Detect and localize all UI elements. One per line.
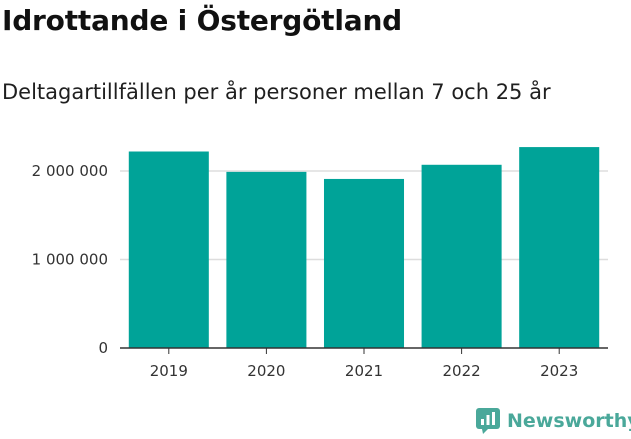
newsworthy-brand: Newsworthy	[476, 408, 631, 434]
chart-title: Idrottande i Östergötland	[2, 4, 403, 37]
chart-subtitle: Deltagartillfällen per år personer mella…	[2, 80, 551, 104]
y-tick-label: 2 000 000	[32, 162, 108, 180]
axes: 0 1 000 000 2 000 000 2019 2020 2021 2022 2023	[32, 162, 608, 380]
y-tick-label: 1 000 000	[32, 250, 108, 268]
bar	[128, 151, 209, 348]
x-tick-label: 2023	[540, 362, 578, 380]
x-tick-label: 2022	[443, 362, 481, 380]
x-tick-label: 2021	[345, 362, 383, 380]
x-tick-label: 2019	[150, 362, 188, 380]
bars	[128, 147, 600, 348]
bar	[421, 164, 502, 348]
bar	[323, 178, 405, 348]
bar	[519, 147, 600, 348]
bar	[226, 171, 307, 348]
newsworthy-wordmark: Newsworthy	[507, 410, 631, 432]
y-tick-label: 0	[98, 339, 108, 357]
x-tick-label: 2020	[247, 362, 285, 380]
newsworthy-logo-icon	[476, 408, 500, 434]
